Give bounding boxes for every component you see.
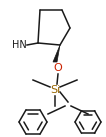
Text: Si: Si (50, 85, 60, 95)
Text: O: O (54, 63, 62, 73)
Text: HN: HN (12, 40, 27, 50)
Polygon shape (53, 45, 60, 62)
